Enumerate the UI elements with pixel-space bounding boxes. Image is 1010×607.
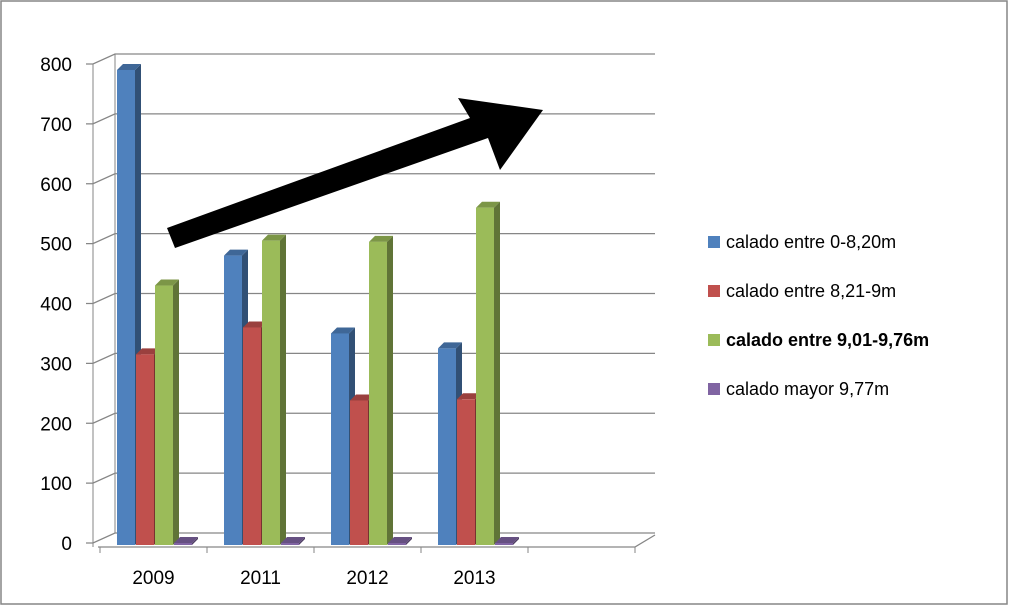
bar-front <box>155 285 173 545</box>
bar-front <box>136 354 154 545</box>
y-tick-label: 800 <box>40 55 72 76</box>
x-tick-label: 2012 <box>346 568 388 589</box>
bar <box>495 537 519 545</box>
y-tick-label: 500 <box>40 235 72 256</box>
bar-top <box>350 394 374 401</box>
bar-top <box>388 537 412 543</box>
bar-front <box>438 348 456 545</box>
legend-swatch <box>708 236 720 248</box>
grid-line <box>86 53 655 65</box>
bar-side <box>192 537 198 545</box>
x-tick-label: 2009 <box>132 568 174 589</box>
bar-front <box>262 240 280 545</box>
bar-front <box>224 255 242 545</box>
legend-swatch <box>708 383 720 395</box>
bar-side <box>513 537 519 545</box>
bar-top <box>495 537 519 543</box>
bar-top <box>243 321 267 328</box>
grid-line <box>86 232 655 245</box>
legend-swatch <box>708 285 720 297</box>
plot-area: 0 100 200 300 400 500 600 700 800 2009 2011 2012 201… <box>40 53 656 589</box>
bar-side <box>387 235 393 546</box>
y-tick-label: 700 <box>40 115 72 136</box>
y-tick-label: 600 <box>40 175 72 196</box>
bar <box>155 279 179 545</box>
bar-front <box>174 543 192 545</box>
bar-front <box>457 399 475 545</box>
bar-front <box>350 400 368 545</box>
bar <box>262 234 286 545</box>
bar <box>369 235 393 546</box>
bar-front <box>243 327 261 545</box>
bar <box>281 537 305 545</box>
bar-top <box>174 537 198 543</box>
x-tick-label: 2011 <box>240 568 281 589</box>
legend-swatch <box>708 334 720 346</box>
legend-label: calado entre 8,21-9m <box>726 281 896 301</box>
bar-side <box>280 234 286 545</box>
legend-label: calado entre 9,01-9,76m <box>726 330 929 350</box>
grid-line <box>86 113 655 125</box>
legend-label: calado mayor 9,77m <box>726 379 889 399</box>
y-tick-label: 200 <box>40 414 72 435</box>
x-tick-label: 2013 <box>453 568 495 589</box>
bar-front <box>495 543 513 545</box>
bar <box>388 537 412 545</box>
bar-front <box>369 241 387 546</box>
bar-top <box>136 348 160 355</box>
bar <box>476 201 500 545</box>
bar-top <box>438 342 462 349</box>
bar-side <box>299 537 305 545</box>
bar-top <box>224 249 248 256</box>
y-tick-label: 0 <box>61 534 72 555</box>
bar-side <box>494 201 500 545</box>
bar-top <box>281 537 305 543</box>
bar-top <box>155 279 179 286</box>
bar-front <box>476 207 494 545</box>
bar-front <box>117 69 135 546</box>
bar-top <box>457 393 481 400</box>
bar-top <box>369 235 393 242</box>
bar <box>174 537 198 545</box>
legend-label: calado entre 0-8,20m <box>726 232 896 252</box>
y-tick-label: 100 <box>40 474 72 495</box>
bar-front <box>281 543 299 545</box>
y-tick-label: 300 <box>40 354 72 375</box>
bar-front <box>388 543 406 545</box>
bar-top <box>331 327 355 334</box>
arrow-annotation <box>167 98 543 248</box>
bar-side <box>406 537 412 545</box>
bar-front <box>331 333 349 545</box>
bar-top <box>262 234 286 241</box>
bar-side <box>173 279 179 545</box>
bar-top <box>117 63 141 70</box>
bar-top <box>476 201 500 208</box>
y-tick-label: 400 <box>40 295 72 316</box>
